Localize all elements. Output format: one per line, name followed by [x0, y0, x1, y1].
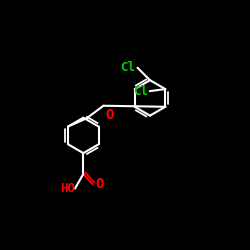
- Text: HO: HO: [60, 182, 75, 195]
- Text: O: O: [106, 108, 114, 122]
- Text: O: O: [96, 178, 104, 192]
- Text: Cl: Cl: [120, 61, 136, 74]
- Text: Cl: Cl: [133, 85, 148, 98]
